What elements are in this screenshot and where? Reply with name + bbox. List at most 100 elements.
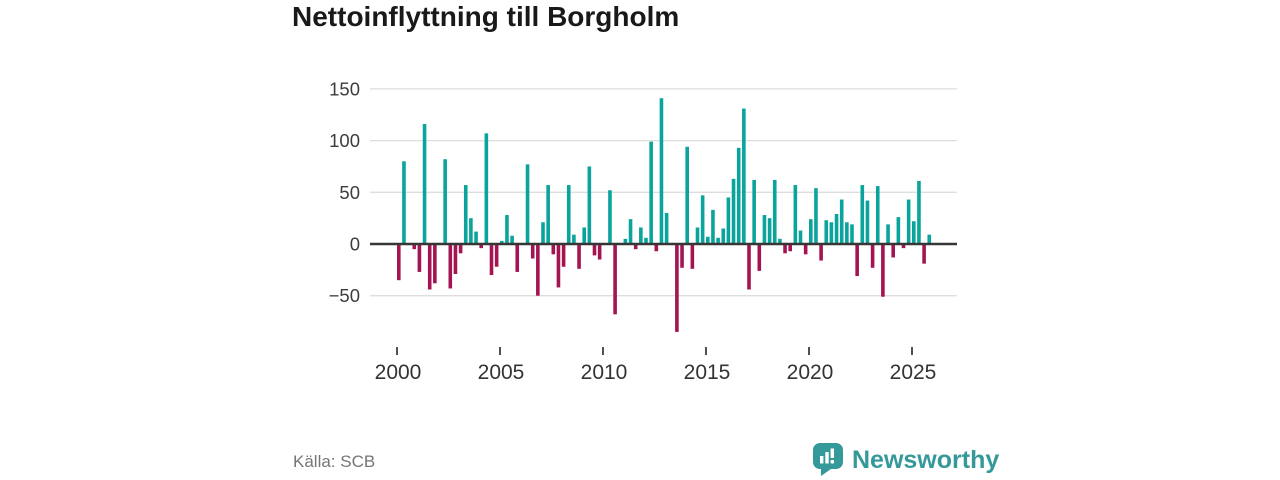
bar [845, 222, 849, 244]
newsworthy-logo-icon [813, 443, 843, 476]
bar [551, 244, 556, 255]
bar [597, 244, 602, 260]
bar [417, 244, 422, 272]
bar [659, 98, 664, 245]
bar [479, 244, 483, 249]
bar [530, 244, 535, 259]
bar [463, 185, 468, 244]
bar [865, 200, 870, 244]
bar [850, 224, 854, 244]
bar [747, 244, 751, 290]
logo-exclamation-stem [830, 448, 834, 458]
newsworthy-logo: Newsworthy [813, 443, 999, 477]
bar [721, 228, 726, 244]
bar [443, 159, 447, 244]
bar [633, 244, 638, 250]
bar [891, 244, 895, 258]
bar [546, 185, 550, 244]
bar [881, 244, 885, 297]
bar [608, 190, 612, 244]
bar [572, 234, 576, 244]
bar [494, 244, 499, 267]
bar [700, 195, 705, 244]
bar [489, 244, 494, 276]
bar [819, 244, 823, 261]
bar [803, 244, 808, 255]
bar [484, 133, 489, 244]
y-axis-label: 50 [339, 182, 360, 203]
bar [422, 124, 427, 244]
bar [561, 244, 566, 267]
x-axis-label: 2005 [478, 361, 525, 384]
bar [448, 244, 453, 289]
bar [433, 244, 437, 284]
bar [912, 221, 916, 244]
x-axis-label: 2025 [890, 361, 937, 384]
bar [711, 209, 715, 244]
bar [628, 219, 633, 244]
logo-exclamation-dot [830, 459, 835, 464]
bar [778, 238, 782, 244]
bar [736, 147, 741, 244]
x-axis-label: 2020 [787, 361, 834, 384]
bar [726, 197, 731, 244]
bar [685, 146, 689, 244]
bar [577, 244, 581, 269]
bar [809, 219, 813, 244]
y-axis-label: 100 [329, 130, 360, 151]
y-axis-label: 0 [350, 234, 360, 255]
bar [639, 227, 643, 244]
bar [839, 199, 844, 244]
bar [469, 218, 473, 244]
bar [500, 240, 504, 244]
bar [412, 244, 417, 250]
bar [675, 244, 679, 332]
bar [860, 185, 865, 244]
bar [623, 238, 628, 244]
logo-bar-small [820, 456, 824, 464]
newsworthy-wordmark: Newsworthy [852, 445, 1000, 474]
bar [927, 234, 932, 244]
x-axis-label: 2000 [375, 361, 422, 384]
bar [896, 217, 901, 244]
bar [870, 244, 875, 268]
bar [453, 244, 458, 274]
bar [458, 244, 463, 254]
chart-canvas: 150 100 50 0 −50 2000 2005 2010 2015 2020 2025 [329, 78, 957, 384]
bar [855, 244, 859, 277]
bar [814, 188, 818, 244]
x-axis-label: 2015 [684, 361, 731, 384]
bar [824, 220, 829, 244]
bar [886, 224, 890, 244]
bar [917, 180, 921, 244]
bar [510, 235, 514, 244]
bar [427, 244, 432, 290]
bar [644, 237, 648, 244]
bar [767, 218, 772, 244]
bar [829, 222, 834, 244]
logo-bar-medium [825, 452, 829, 464]
bar [515, 244, 520, 272]
bar [654, 244, 659, 252]
bar [556, 244, 561, 288]
bar [716, 237, 720, 244]
bar [566, 185, 571, 244]
bar [788, 244, 792, 252]
source-caption: Källa: SCB [293, 452, 376, 471]
bar [752, 179, 756, 244]
bar [695, 227, 700, 244]
bar [541, 222, 545, 244]
bar [525, 164, 530, 244]
bar [922, 244, 926, 264]
bar [875, 186, 880, 244]
bar [397, 244, 401, 281]
bar [402, 161, 406, 244]
bar [793, 185, 798, 244]
bar [783, 244, 787, 254]
page-title: Nettoinflyttning till Borgholm [292, 1, 680, 32]
bar [505, 215, 509, 244]
y-axis-label: 150 [329, 78, 360, 99]
bar [762, 215, 767, 244]
bar [901, 244, 906, 249]
